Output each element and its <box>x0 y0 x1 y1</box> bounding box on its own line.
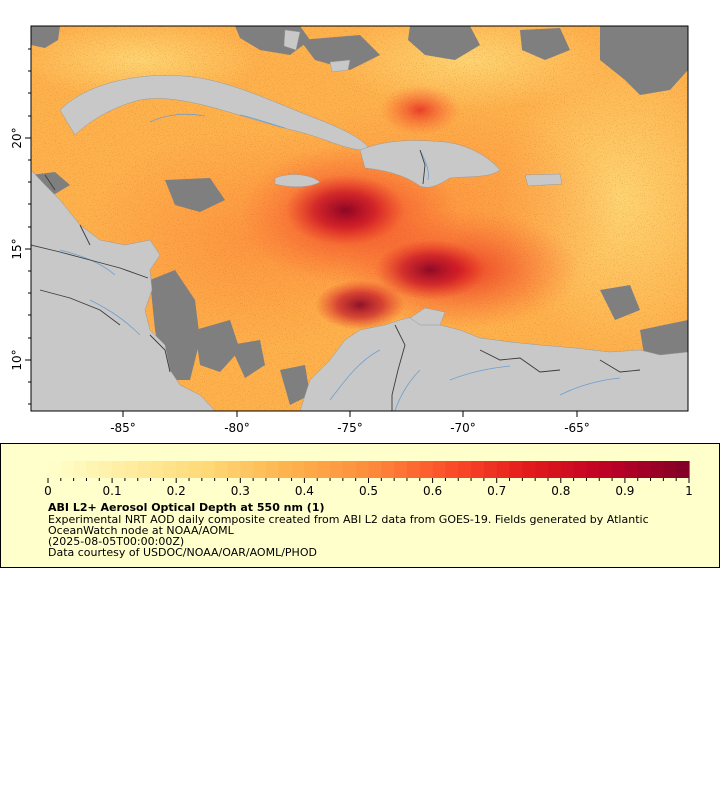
y-tick-label: 20° <box>10 127 24 148</box>
colorbar-cell <box>355 461 370 478</box>
colorbar-cell <box>650 461 664 478</box>
colorbar-cell <box>189 461 203 478</box>
country-borders <box>31 149 641 411</box>
colorbar-tick-label: 0 <box>44 484 52 498</box>
legend-description: OceanWatch node at NOAA/AOML <box>48 524 234 537</box>
colorbar-cell <box>240 461 254 478</box>
legend-panel: 0 0.1 0.2 0.3 0.4 0.5 0.6 0.7 0.8 0.9 1 ABI L2+ Ae… <box>0 443 720 568</box>
colorbar-cell <box>394 461 408 478</box>
x-tick-label: -65° <box>564 421 590 435</box>
colorbar-cell <box>150 461 164 478</box>
colorbar-cell <box>676 461 690 478</box>
colorbar-cell <box>86 461 100 478</box>
colorbar-cell <box>253 461 267 478</box>
colorbar-cell <box>48 461 62 478</box>
colorbar-tick-label: 0.4 <box>294 484 314 498</box>
colorbar-cell <box>599 461 613 478</box>
colorbar-labels: 0 0.1 0.2 0.3 0.4 0.5 0.6 0.7 0.8 0.9 1 <box>1 444 719 499</box>
colorbar-tick-label: 0.1 <box>102 484 122 498</box>
colorbar-cell <box>368 461 382 478</box>
colorbar-cell <box>317 461 331 478</box>
colorbar-cell <box>112 461 126 478</box>
colorbar-cell <box>214 461 229 478</box>
aod-map: -85° -80° -75° -70° -65° 20° 15° 10° <box>10 25 689 435</box>
x-tick-label: -85° <box>110 421 136 435</box>
colorbar-cell <box>471 461 485 478</box>
colorbar-cell <box>586 461 600 478</box>
colorbar-cell <box>535 461 549 478</box>
map-panel: -85° -80° -75° -70° -65° 20° 15° 10° <box>10 25 689 435</box>
legend-title: ABI L2+ Aerosol Optical Depth at 550 nm … <box>48 501 325 514</box>
colorbar-tick-label: 1 <box>685 484 693 498</box>
colorbar-cell <box>637 461 652 478</box>
y-tick-label: 15° <box>10 238 24 259</box>
colorbar-tick-label: 0.5 <box>358 484 379 498</box>
colorbar-cell <box>265 461 280 478</box>
land-areas <box>31 29 688 411</box>
colorbar-cell <box>419 461 434 478</box>
colorbar-cell <box>60 461 75 478</box>
colorbar-tick-label: 0.7 <box>487 484 507 498</box>
colorbar-cell <box>522 461 536 478</box>
colorbar-cell <box>291 461 305 478</box>
legend-date: (2025-08-05T00:00:00Z) <box>48 535 185 548</box>
colorbar-cell <box>573 461 588 478</box>
colorbar-tick-label: 0.9 <box>615 484 635 498</box>
colorbar-cell <box>560 461 575 478</box>
colorbar-tick-label: 0.6 <box>423 484 443 498</box>
colorbar-cell <box>458 461 472 478</box>
colorbar-cell <box>432 461 447 478</box>
colorbar-cell <box>137 461 152 478</box>
colorbar-cell <box>547 461 562 478</box>
colorbar-cell <box>304 461 318 478</box>
colorbar-cell <box>496 461 511 478</box>
legend-credit: Data courtesy of USDOC/NOAA/OAR/AOML/PHO… <box>48 546 317 559</box>
colorbar-cell <box>624 461 639 478</box>
colorbar-cell <box>406 461 421 478</box>
colorbar-cell <box>278 461 293 478</box>
axis-ticks <box>25 137 578 417</box>
colorbar-cell <box>99 461 113 478</box>
colorbar-cell <box>612 461 626 478</box>
colorbar-cell <box>483 461 498 478</box>
colorbar-cell <box>663 461 677 478</box>
colorbar-cell <box>73 461 88 478</box>
colorbar-tick-label: 0.2 <box>166 484 186 498</box>
colorbar-cell <box>445 461 459 478</box>
legend-description: Experimental NRT AOD daily composite cre… <box>48 513 649 526</box>
colorbar-tick-label: 0.8 <box>551 484 571 498</box>
x-tick-label: -70° <box>450 421 476 435</box>
colorbar-cell <box>227 461 241 478</box>
colorbar-cell <box>342 461 357 478</box>
x-tick-label: -75° <box>337 421 363 435</box>
colorbar-cell <box>201 461 216 478</box>
y-tick-label: 10° <box>10 349 24 370</box>
colorbar <box>47 461 690 483</box>
colorbar-cell <box>509 461 523 478</box>
colorbar-cell <box>163 461 177 478</box>
colorbar-cell <box>330 461 344 478</box>
colorbar-cell <box>381 461 395 478</box>
colorbar-cell <box>176 461 190 478</box>
colorbar-cell <box>124 461 139 478</box>
x-tick-label: -80° <box>224 421 250 435</box>
colorbar-tick-label: 0.3 <box>230 484 250 498</box>
map-frame <box>30 25 689 412</box>
